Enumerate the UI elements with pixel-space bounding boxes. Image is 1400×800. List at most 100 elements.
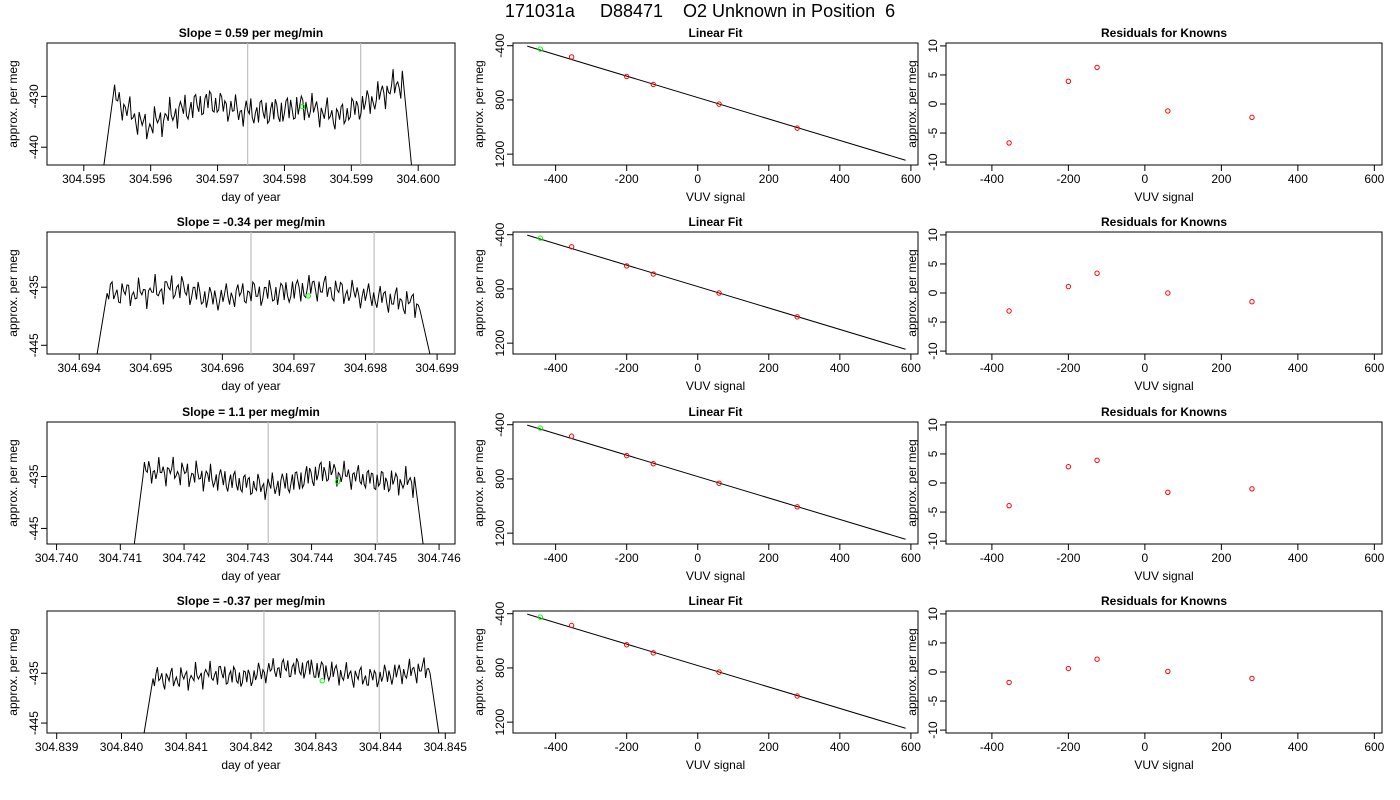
residual-point	[1165, 489, 1171, 495]
x-axis-label: day of year	[221, 758, 280, 772]
y-axis-label: approx. per meg	[472, 249, 486, 336]
y-tick-label: -10	[926, 721, 940, 739]
x-tick-label: 600	[1364, 172, 1384, 186]
y-tick-label: -10	[926, 153, 940, 171]
y-axis-label: approx. per meg	[905, 249, 919, 336]
x-tick-label: 200	[759, 551, 779, 565]
panel-3-1: Linear Fit VUV signal approx. per meg -400 -…	[472, 594, 921, 772]
x-axis-label: VUV signal	[1134, 379, 1193, 393]
known-point	[650, 461, 657, 467]
known-point	[650, 271, 657, 277]
known-point	[650, 81, 657, 88]
plot-frame	[945, 421, 1383, 545]
plot-frame	[945, 610, 1383, 734]
x-tick-label: 304.745	[354, 551, 398, 565]
unknown-point	[299, 103, 306, 110]
panel-3-0: Slope = -0.37 per meg/min day of year appr…	[6, 594, 467, 772]
y-tick-label: -400	[493, 222, 507, 246]
y-tick-label: 0	[926, 100, 940, 107]
known-point	[568, 433, 575, 439]
residual-point	[1006, 140, 1012, 146]
residual-point	[1094, 64, 1100, 71]
data-trace	[133, 456, 424, 545]
x-axis-label: VUV signal	[1134, 190, 1193, 204]
y-tick-label: -5	[926, 127, 940, 138]
residual-point	[1065, 464, 1072, 470]
y-tick-label: -445	[27, 333, 41, 357]
y-tick-label: -400	[493, 601, 507, 625]
unknown-point	[335, 479, 341, 485]
residual-point	[1249, 299, 1255, 305]
x-tick-label: -400	[544, 172, 568, 186]
data-trace	[143, 657, 440, 734]
x-tick-label: 400	[1288, 361, 1308, 375]
y-axis-label: approx. per meg	[905, 439, 919, 526]
x-axis-label: VUV signal	[686, 379, 745, 393]
y-tick-label: 10	[926, 418, 940, 432]
y-axis-label: approx. per meg	[905, 628, 919, 715]
y-axis-label: approx. per meg	[472, 60, 486, 147]
plot-frame	[512, 421, 919, 545]
panel-2-1: Linear Fit VUV signal approx. per meg -400 -…	[472, 405, 921, 583]
x-tick-label: 304.598	[263, 172, 307, 186]
y-tick-label: -445	[27, 711, 41, 735]
y-tick-label: -435	[27, 464, 41, 488]
panel-0-0: Slope = 0.59 per meg/min day of year appro…	[6, 26, 456, 204]
panel-title: Residuals for Knowns	[1101, 26, 1227, 40]
panel-title: Linear Fit	[688, 405, 742, 419]
x-tick-label: -200	[1056, 361, 1080, 375]
x-tick-label: 400	[1288, 551, 1308, 565]
x-tick-label: 304.595	[62, 172, 106, 186]
y-axis-label: approx. per meg	[6, 439, 20, 526]
x-tick-label: 304.744	[290, 551, 334, 565]
unknown-point	[537, 614, 544, 620]
x-tick-label: 304.699	[415, 361, 459, 375]
x-tick-label: 0	[1142, 361, 1149, 375]
plot-frame	[945, 231, 1383, 355]
x-axis-label: VUV signal	[686, 569, 745, 583]
x-axis-label: day of year	[221, 190, 280, 204]
x-tick-label: 304.695	[129, 361, 173, 375]
x-tick-label: 0	[694, 551, 701, 565]
y-tick-label: 5	[926, 71, 940, 78]
x-tick-label: 304.844	[359, 740, 403, 754]
data-trace	[96, 274, 431, 355]
x-tick-label: 400	[1288, 740, 1308, 754]
fit-line	[527, 424, 906, 540]
x-tick-label: 304.696	[201, 361, 245, 375]
y-tick-label: 1200	[493, 708, 507, 735]
residual-point	[1249, 486, 1255, 492]
known-point	[623, 452, 630, 459]
panel-0-1: Linear Fit VUV signal approx. per meg -400 -…	[472, 26, 921, 204]
residual-point	[1165, 668, 1171, 675]
y-tick-label: 0	[926, 479, 940, 486]
x-tick-label: -200	[615, 361, 639, 375]
residual-point	[1065, 78, 1072, 85]
x-tick-label: -200	[1056, 740, 1080, 754]
panel-title: Slope = -0.34 per meg/min	[177, 215, 325, 229]
x-axis-label: day of year	[221, 379, 280, 393]
panel-title: Residuals for Knowns	[1101, 215, 1227, 229]
unknown-point	[537, 425, 544, 431]
unknown-point	[319, 678, 325, 684]
fit-line	[527, 234, 906, 350]
residual-point	[1094, 270, 1100, 276]
plot-frame	[512, 610, 919, 734]
y-tick-label: -5	[926, 316, 940, 327]
x-tick-label: 200	[1211, 361, 1231, 375]
panel-title: Slope = 0.59 per meg/min	[179, 26, 323, 40]
y-tick-label: -5	[926, 506, 940, 517]
y-tick-label: 1200	[493, 519, 507, 546]
y-tick-label: 1200	[493, 329, 507, 356]
residual-point	[1249, 114, 1255, 121]
panel-2-0: Slope = 1.1 per meg/min day of year approx…	[6, 405, 461, 583]
residual-point	[1165, 108, 1171, 114]
x-tick-label: -200	[615, 740, 639, 754]
y-tick-label: 0	[926, 289, 940, 296]
known-point	[650, 650, 657, 656]
plot-frame	[46, 421, 456, 545]
panel-title: Slope = 1.1 per meg/min	[182, 405, 320, 419]
known-point	[716, 669, 722, 675]
x-tick-label: 600	[901, 172, 921, 186]
panel-2-2: Residuals for Knowns VUV signal approx. pe…	[905, 405, 1385, 583]
